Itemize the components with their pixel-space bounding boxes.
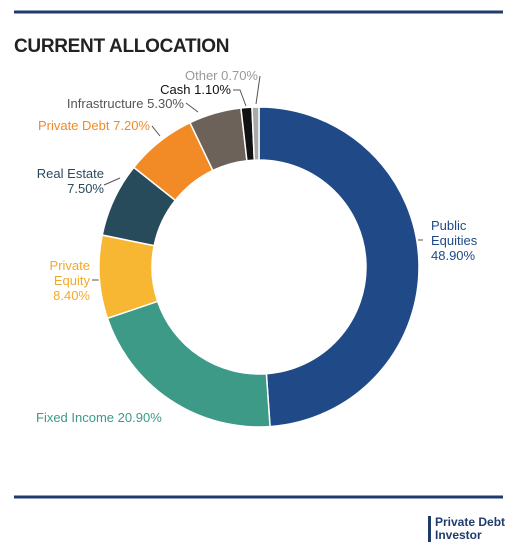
leader [255,75,261,105]
slice-label: Other 0.70% [20,68,258,83]
category-name: Other [184,68,218,83]
wedge [106,300,271,428]
slice-label: Cash 1.10% [20,82,231,97]
slice-label: Public Equities 48.90% [431,218,491,263]
leader [233,89,247,107]
leader [185,102,199,113]
logo-line: Private Debt [435,515,506,529]
leader [103,177,121,186]
value-label: 0.70% [221,68,258,83]
value-label: 5.30% [147,96,184,111]
value-label: 20.90% [117,410,162,425]
category-name: Real Estate [36,166,104,181]
slice-label: Real Estate 7.50% [20,166,104,196]
leader-lines [92,75,423,281]
category-name: Private Debt [37,118,110,133]
value-label: 8.40% [53,288,90,303]
value-label: 7.20% [113,118,150,133]
value-label: 7.50% [67,181,104,196]
value-label: 1.10% [194,82,231,97]
slice-label: Private Debt 7.20% [20,118,150,133]
logo: Private Debt Investor [428,516,505,542]
slice-label: Private Equity 8.40% [28,258,90,303]
wedge [258,106,420,428]
category-name: Infrastructure [66,96,144,111]
category-name: Cash [160,82,191,97]
slice-label: Infrastructure 5.30% [20,96,184,111]
category-name: Public Equities [431,218,478,248]
chart-title: CURRENT ALLOCATION [14,36,230,57]
leader [151,125,161,137]
logo-line: Investor [435,528,482,542]
category-name: Fixed Income [36,410,115,425]
wedge [251,106,260,161]
value-label: 48.90% [431,248,476,263]
slice-label: Fixed Income 20.90% [36,410,162,425]
category-name: Private Equity [49,258,90,288]
